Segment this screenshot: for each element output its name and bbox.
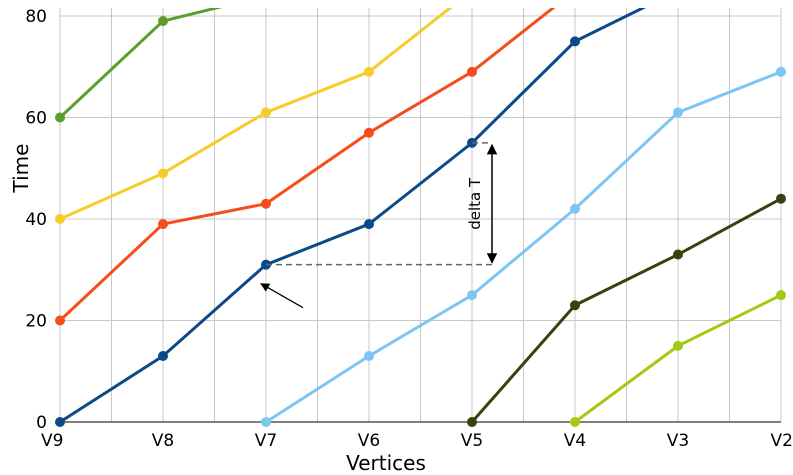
data-point [364, 219, 374, 230]
data-point [364, 66, 374, 77]
series-4 [55, 8, 647, 427]
y-tick-label: 40 [25, 210, 47, 230]
y-tick-label: 0 [36, 413, 47, 433]
y-tick-label: 60 [25, 109, 47, 129]
y-axis-title: Time [9, 144, 33, 194]
data-point [158, 168, 168, 179]
data-point [364, 127, 374, 138]
data-point [776, 193, 786, 204]
data-point [364, 351, 374, 362]
y-tick-label: 20 [25, 312, 47, 332]
data-point [673, 249, 683, 260]
series-line [265, 70, 782, 424]
data-point [776, 66, 786, 77]
data-point [570, 203, 580, 214]
data-point [570, 300, 580, 311]
series-line [58, 8, 556, 322]
x-tick-label: V8 [152, 431, 174, 451]
series-2 [55, 8, 453, 224]
data-point [158, 351, 168, 362]
series-line [470, 197, 782, 423]
series-1 [55, 8, 223, 123]
series-5 [261, 66, 786, 427]
data-point [261, 417, 271, 427]
data-point [673, 107, 683, 118]
data-point [467, 290, 477, 301]
data-point [261, 198, 271, 209]
data-point [570, 36, 580, 47]
data-point [776, 290, 786, 301]
pointer-arrow [260, 283, 304, 309]
x-tick-label: V5 [461, 431, 483, 451]
data-point [55, 417, 65, 427]
data-point [55, 112, 65, 123]
x-tick-label: V2 [771, 431, 793, 451]
data-point [55, 315, 65, 326]
x-tick-label: V4 [564, 431, 586, 451]
y-tick-label: 80 [25, 7, 47, 27]
axis-labels: Vertices Time 0 20 40 60 80 V9 V8 V7 V6 V5 V4 V3 V2 [9, 7, 793, 475]
x-tick-label: V6 [358, 431, 380, 451]
series-6 [467, 193, 786, 427]
x-axis-title: Vertices [346, 451, 426, 475]
delta-t-label: delta T [466, 177, 484, 230]
x-tick-label: V9 [41, 431, 63, 451]
series-layer [55, 8, 786, 427]
series-7 [570, 290, 786, 427]
data-point [158, 219, 168, 230]
x-tick-label: V3 [667, 431, 689, 451]
grid-lines [59, 8, 782, 423]
data-point [158, 16, 168, 27]
annotation-layer: delta T [260, 142, 498, 309]
data-point [570, 417, 580, 427]
data-point [467, 66, 477, 77]
data-point [673, 340, 683, 351]
series-3 [55, 8, 556, 326]
data-point [55, 214, 65, 224]
x-tick-label: V7 [255, 431, 277, 451]
data-point [467, 417, 477, 427]
data-point [261, 107, 271, 118]
